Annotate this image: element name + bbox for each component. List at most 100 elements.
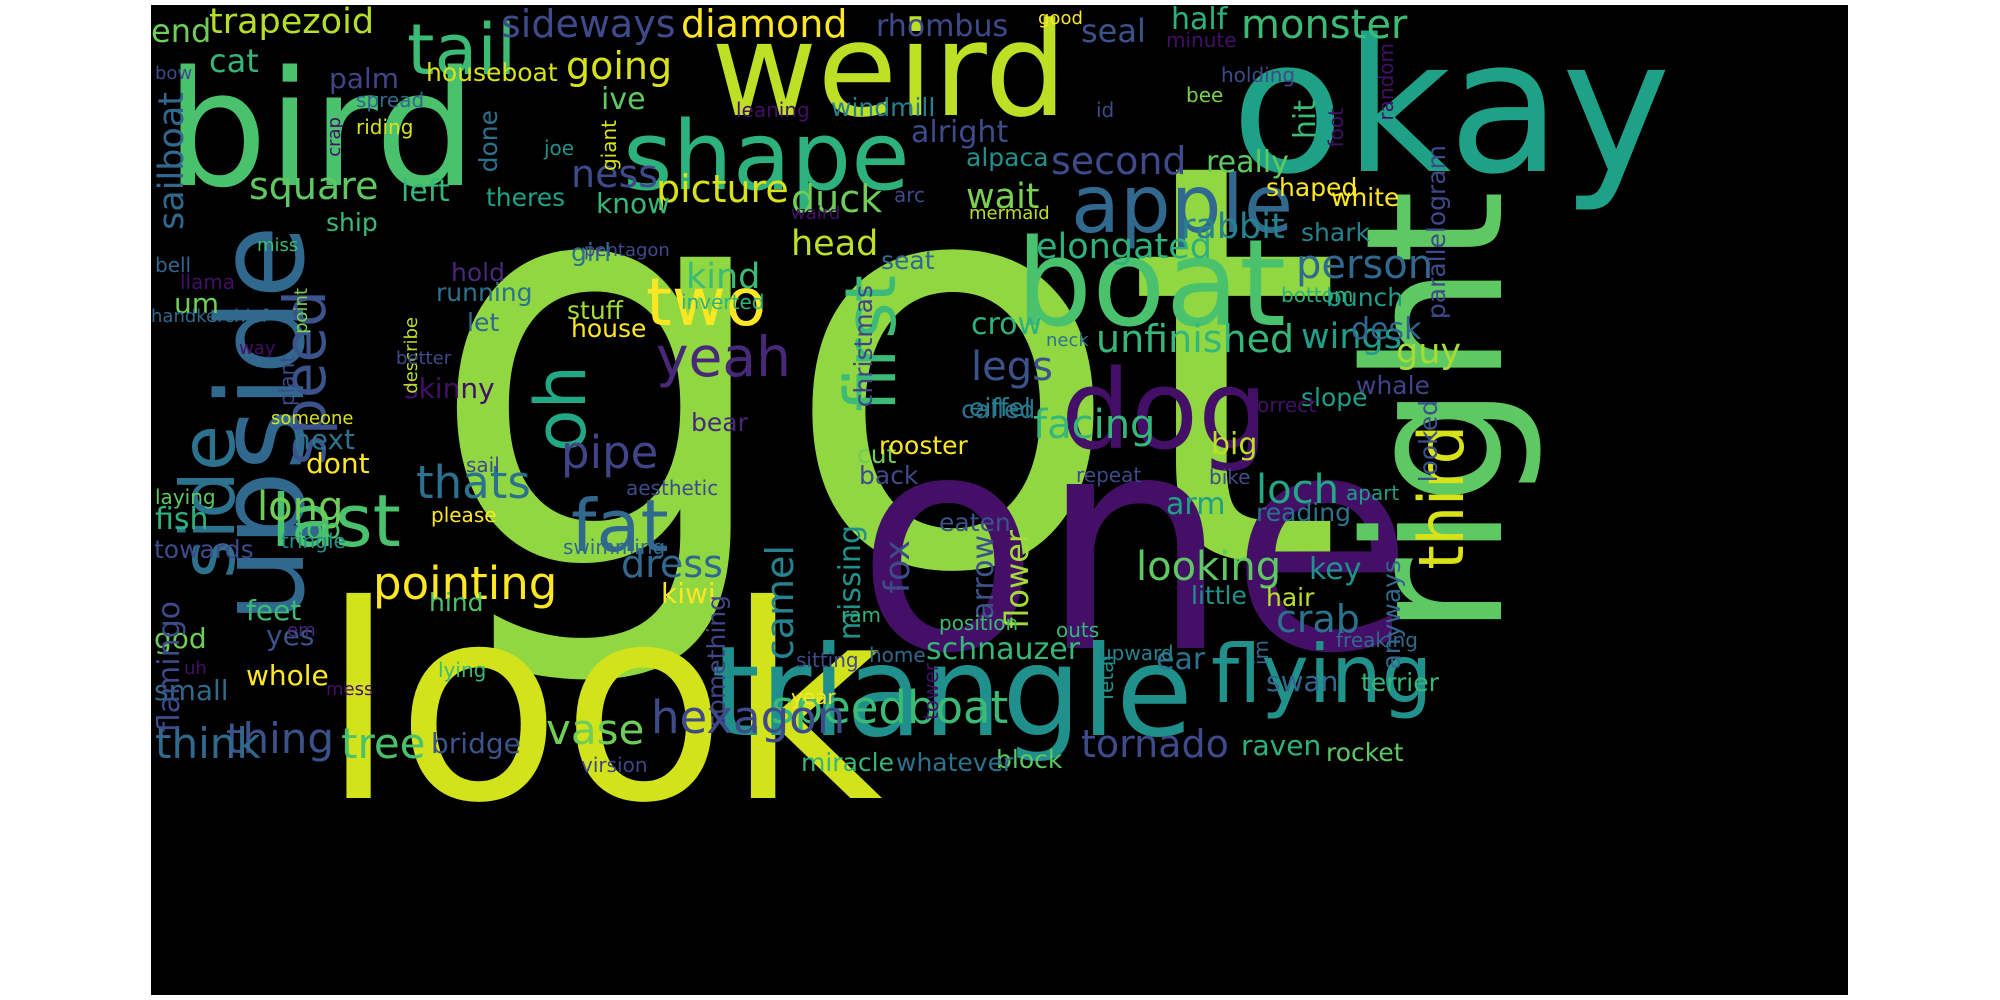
word-next: next (293, 423, 356, 456)
word-eiffel: eiffel (969, 393, 1031, 422)
word-bridge: bridge (431, 727, 521, 760)
word-diamond: diamond (681, 5, 848, 46)
word-boat: boat (1016, 215, 1287, 354)
word-flying: flying (1211, 628, 1433, 721)
word-dress: dress (621, 542, 723, 586)
word-fat: fat (571, 484, 669, 568)
word-pointing: pointing (373, 557, 558, 610)
word-better: better (396, 348, 452, 369)
word-holding: holding (1221, 63, 1296, 87)
word-towards: towards (154, 535, 254, 564)
word-going: going (566, 44, 673, 88)
word-wait: wait (966, 177, 1040, 217)
word-riding: riding (356, 115, 414, 139)
word-arm: arm (1166, 487, 1226, 522)
word-lying: lying (438, 658, 487, 682)
word-hind: hind (429, 588, 484, 617)
word-bunch: bunch (1326, 283, 1404, 312)
word-point: point (291, 288, 312, 334)
word-trapezoid: trapezoid (209, 5, 375, 42)
word-rhombus: rhombus (876, 9, 1009, 44)
word-good: good (1038, 8, 1083, 29)
word-small: small (154, 674, 229, 707)
word-outs: outs (1056, 618, 1100, 642)
word-alpaca: alpaca (966, 143, 1049, 172)
word-second: second (1051, 139, 1187, 183)
word-house: house (571, 314, 647, 343)
word-seal: seal (1081, 12, 1146, 50)
word-elongated: elongated (1036, 227, 1212, 267)
word-cut: cut (857, 440, 897, 469)
word-bottom: bottom (1281, 283, 1354, 307)
word-big: big (1211, 427, 1258, 462)
word-whole: whole (246, 659, 329, 692)
word-thing: thing (226, 714, 335, 763)
word-em: em (287, 620, 316, 641)
word-white: white (1331, 183, 1400, 212)
word-miss: miss (257, 235, 299, 256)
word-tree: tree (341, 719, 426, 768)
word-miracle: miracle (801, 748, 894, 777)
word-done: done (474, 110, 503, 173)
word-minute: minute (1166, 28, 1237, 52)
word-laying: laying (155, 485, 216, 509)
word-picture: picture (656, 167, 789, 211)
word-god: god (154, 622, 207, 655)
word-schnauzer: schnauzer (926, 632, 1081, 667)
word-let: let (467, 308, 500, 337)
word-key: key (1309, 552, 1362, 587)
word-hexagon: hexagon (651, 691, 846, 744)
word-anyways: anyways (1377, 560, 1406, 670)
word-palm: palm (329, 62, 399, 95)
word-year: year (791, 685, 836, 709)
word-girl: girl (571, 238, 612, 267)
word-thats: thats (416, 456, 531, 509)
word-kiwi: kiwi (661, 577, 716, 610)
word-leaning: leaning (736, 98, 810, 122)
word-top: top (295, 512, 341, 545)
word-sail: sail (466, 453, 500, 477)
word-way: way (239, 338, 276, 359)
word-bow: bow (155, 63, 193, 84)
word-wings: wings (1301, 317, 1402, 357)
word-reading: reading (1256, 498, 1351, 527)
word-swimming: swimming (563, 535, 666, 559)
word-sailboat: sailboat (152, 92, 192, 230)
word-virsion: virsion (581, 753, 648, 777)
word-monster: monster (1241, 5, 1408, 48)
word-bear: bear (691, 408, 748, 437)
word-called: called (961, 395, 1036, 424)
word-looked: looked (1414, 400, 1443, 483)
word-aesthetic: aesthetic (626, 476, 719, 500)
word-sideways: sideways (501, 5, 676, 46)
word-crab: crab (1276, 597, 1360, 641)
word-bird: bird (166, 36, 477, 223)
word-flamingo: flamingo (152, 601, 187, 733)
word-yes: yes (266, 619, 315, 652)
word-upward: upward (1099, 641, 1174, 665)
word-think: think (155, 719, 261, 768)
word-im: im (1249, 640, 1273, 666)
word-block: block (996, 745, 1063, 774)
word-back: back (859, 461, 919, 490)
word-looking: looking (1136, 544, 1282, 590)
word-dog: dog (1061, 346, 1268, 474)
word-weird: weird (711, 5, 1068, 146)
word-windmill: windmill (831, 93, 936, 122)
word-someone: someone (271, 408, 354, 429)
word-spread: spread (356, 88, 425, 112)
word-tower: tower (919, 663, 943, 720)
word-dont: dont (306, 447, 370, 480)
word-tornado: tornado (1081, 722, 1229, 766)
word-yeah: yeah (656, 325, 791, 389)
word-left: left (401, 174, 450, 209)
word-um: um (174, 287, 220, 320)
word-swan: swan (1266, 665, 1339, 698)
word-ship: ship (326, 208, 378, 237)
word-rocket: rocket (1326, 738, 1404, 767)
word-rabbit: rabbit (1181, 207, 1285, 247)
word-handkerchief: handkerchief (151, 306, 268, 327)
word-arc: arc (894, 183, 926, 207)
word-cat: cat (209, 42, 259, 80)
word-theres: theres (486, 183, 566, 212)
